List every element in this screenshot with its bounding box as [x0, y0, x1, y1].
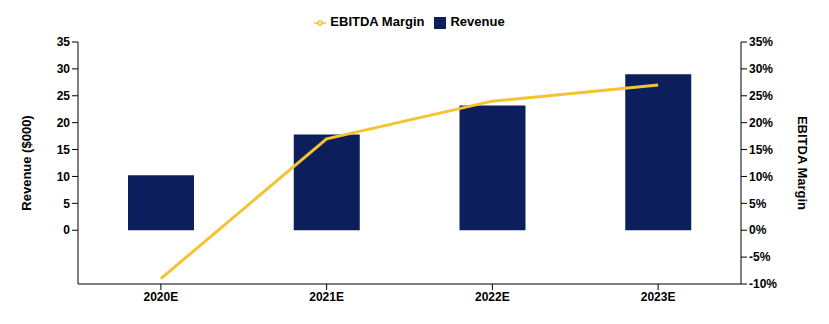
svg-text:35%: 35% — [749, 35, 773, 49]
html-text:Revenue: Revenue — [450, 14, 505, 29]
svg-text:10: 10 — [57, 170, 71, 184]
svg-text:-5%: -5% — [749, 250, 771, 264]
svg-text:5%: 5% — [749, 197, 767, 211]
html-text:EBITDA Margin: EBITDA Margin — [330, 14, 425, 29]
svg-text:10%: 10% — [749, 170, 773, 184]
svg-text:25%: 25% — [749, 89, 773, 103]
svg-text:0: 0 — [63, 223, 70, 237]
svg-text:15%: 15% — [749, 143, 773, 157]
svg-text:Revenue ($000): Revenue ($000) — [19, 115, 34, 210]
svg-text:2020E: 2020E — [144, 290, 179, 304]
svg-text:30: 30 — [57, 62, 71, 76]
svg-text:20: 20 — [57, 116, 71, 130]
svg-text:EBITDA Margin: EBITDA Margin — [795, 116, 810, 210]
svg-text:5: 5 — [63, 197, 70, 211]
svg-text:35: 35 — [57, 35, 71, 49]
svg-text:2022E: 2022E — [475, 290, 510, 304]
svg-text:20%: 20% — [749, 116, 773, 130]
svg-text:-10%: -10% — [749, 277, 777, 291]
svg-text:15: 15 — [57, 143, 71, 157]
svg-text:30%: 30% — [749, 62, 773, 76]
svg-text:2023E: 2023E — [641, 290, 676, 304]
svg-text:0%: 0% — [749, 223, 767, 237]
svg-text:2021E: 2021E — [309, 290, 344, 304]
svg-text:25: 25 — [57, 89, 71, 103]
